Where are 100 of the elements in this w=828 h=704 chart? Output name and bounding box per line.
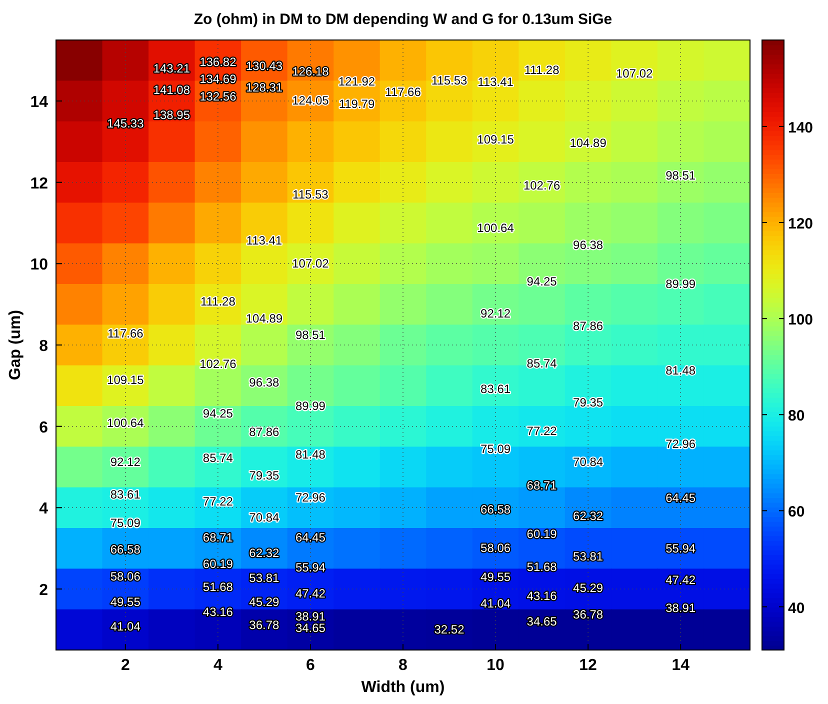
y-axis-title: Gap (um) bbox=[7, 310, 24, 380]
annotation: 141.08 bbox=[153, 83, 190, 98]
annotation: 102.76 bbox=[200, 356, 237, 371]
annotation: 58.06 bbox=[110, 569, 141, 584]
y-tick-label: 12 bbox=[30, 175, 48, 192]
annotation: 79.35 bbox=[573, 395, 604, 410]
annotation: 53.81 bbox=[573, 549, 604, 564]
annotation: 126.18 bbox=[292, 64, 330, 78]
annotation: 41.04 bbox=[480, 596, 511, 610]
annotation: 113.41 bbox=[246, 234, 282, 248]
annotation: 55.94 bbox=[295, 560, 326, 574]
y-tick-label: 10 bbox=[30, 256, 48, 274]
annotation: 41.04 bbox=[110, 620, 141, 634]
annotation: 70.84 bbox=[249, 510, 280, 524]
annotation: 92.12 bbox=[110, 454, 141, 469]
annotation: 60.19 bbox=[202, 557, 234, 572]
color-bar-label: 140 bbox=[788, 119, 814, 136]
annotation: 89.99 bbox=[295, 399, 326, 414]
annotation: 66.58 bbox=[480, 502, 511, 517]
annotation: 107.02 bbox=[292, 256, 330, 271]
annotation: 64.45 bbox=[295, 530, 326, 544]
annotation: 109.15 bbox=[107, 372, 144, 387]
y-tick-label: 4 bbox=[39, 500, 48, 518]
annotation: 85.74 bbox=[526, 356, 558, 370]
annotation: 72.96 bbox=[666, 436, 696, 451]
annotation: 111.28 bbox=[524, 63, 560, 78]
annotation: 66.58 bbox=[110, 542, 141, 557]
x-axis-title: Width (um) bbox=[361, 679, 445, 696]
annotation: 130.43 bbox=[246, 59, 283, 74]
annotation: 49.55 bbox=[110, 594, 141, 609]
annotation: 51.68 bbox=[526, 560, 558, 574]
color-bar-label: 40 bbox=[788, 600, 805, 617]
annotation: 113.41 bbox=[478, 74, 514, 89]
annotation: 104.89 bbox=[246, 312, 283, 326]
annotation: 43.16 bbox=[526, 589, 558, 604]
annotation: 43.16 bbox=[202, 604, 234, 619]
annotation: 111.28 bbox=[200, 294, 236, 308]
y-tick-label: 14 bbox=[30, 94, 48, 111]
annotation: 62.32 bbox=[249, 546, 280, 560]
annotation: 49.55 bbox=[480, 570, 511, 584]
annotation: 83.61 bbox=[110, 487, 141, 502]
x-tick-label: 4 bbox=[213, 657, 222, 674]
annotation: 109.15 bbox=[477, 132, 514, 147]
annotation: 102.76 bbox=[523, 178, 560, 193]
annotation: 121.92 bbox=[338, 74, 376, 88]
x-tick-label: 14 bbox=[672, 657, 690, 674]
annotation: 132.56 bbox=[200, 89, 237, 104]
annotation: 115.53 bbox=[431, 73, 468, 88]
annotation: 34.65 bbox=[526, 614, 558, 629]
annotation: 98.51 bbox=[295, 328, 326, 342]
annotation: 115.53 bbox=[292, 187, 329, 202]
annotation: 119.79 bbox=[338, 96, 375, 111]
color-bar-label: 120 bbox=[788, 216, 814, 233]
annotation: 94.25 bbox=[526, 274, 558, 288]
x-tick-label: 12 bbox=[579, 657, 598, 674]
annotation: 138.95 bbox=[153, 108, 190, 122]
annotation: 134.69 bbox=[200, 72, 237, 86]
x-tick-label: 6 bbox=[306, 657, 316, 674]
annotation: 128.31 bbox=[246, 80, 283, 95]
x-tick-label: 8 bbox=[398, 657, 408, 674]
annotation: 100.64 bbox=[477, 220, 514, 235]
annotation: 45.29 bbox=[573, 580, 604, 595]
annotation: 87.86 bbox=[249, 425, 280, 440]
annotation: 89.99 bbox=[666, 277, 696, 292]
annotation: 98.51 bbox=[666, 168, 696, 182]
y-tick-label: 6 bbox=[39, 419, 48, 436]
annotation: 81.48 bbox=[295, 447, 326, 462]
annotation: 87.86 bbox=[573, 319, 604, 334]
annotation: 77.22 bbox=[526, 424, 558, 438]
x-tick-label: 10 bbox=[486, 657, 505, 674]
annotation: 45.29 bbox=[249, 594, 280, 609]
annotation: 58.06 bbox=[480, 541, 511, 556]
annotation: 38.91 bbox=[295, 609, 326, 624]
annotation: 75.09 bbox=[480, 442, 511, 456]
annotation: 55.94 bbox=[666, 542, 696, 556]
annotation: 117.66 bbox=[385, 85, 422, 100]
annotation: 68.71 bbox=[202, 530, 234, 544]
annotation: 107.02 bbox=[616, 66, 654, 81]
annotation: 32.52 bbox=[434, 622, 465, 637]
annotation: 79.35 bbox=[249, 468, 280, 482]
annotation: 70.84 bbox=[573, 455, 604, 470]
annotation: 51.68 bbox=[202, 580, 234, 594]
annotation: 64.45 bbox=[666, 490, 696, 505]
annotation: 36.78 bbox=[249, 618, 280, 632]
annotation: 92.12 bbox=[480, 306, 511, 320]
annotation: 94.25 bbox=[202, 406, 234, 420]
color-bar-label: 100 bbox=[788, 312, 814, 329]
annotation: 81.48 bbox=[666, 364, 696, 378]
annotation: 100.64 bbox=[107, 416, 144, 430]
annotation: 96.38 bbox=[573, 238, 604, 252]
annotation: 83.61 bbox=[480, 382, 511, 396]
color-bar-label: 80 bbox=[788, 408, 805, 425]
annotation: 104.89 bbox=[570, 136, 607, 150]
x-tick-label: 2 bbox=[120, 657, 130, 674]
annotation: 34.65 bbox=[295, 620, 326, 635]
annotation: 77.22 bbox=[202, 494, 234, 508]
annotation: 47.42 bbox=[295, 586, 326, 600]
annotation: 124.05 bbox=[292, 93, 330, 108]
annotation: 53.81 bbox=[249, 570, 280, 585]
y-tick-label: 8 bbox=[39, 338, 48, 355]
